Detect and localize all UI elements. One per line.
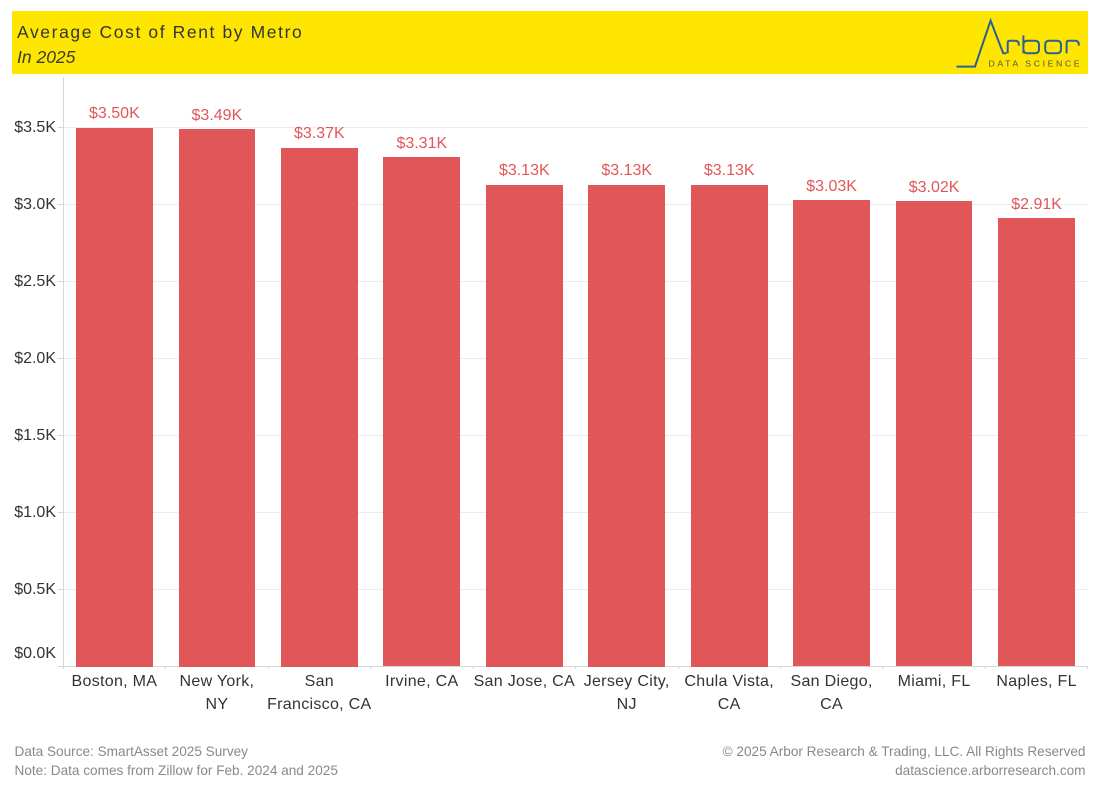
svg-text:DATA SCIENCE: DATA SCIENCE [989, 58, 1083, 68]
